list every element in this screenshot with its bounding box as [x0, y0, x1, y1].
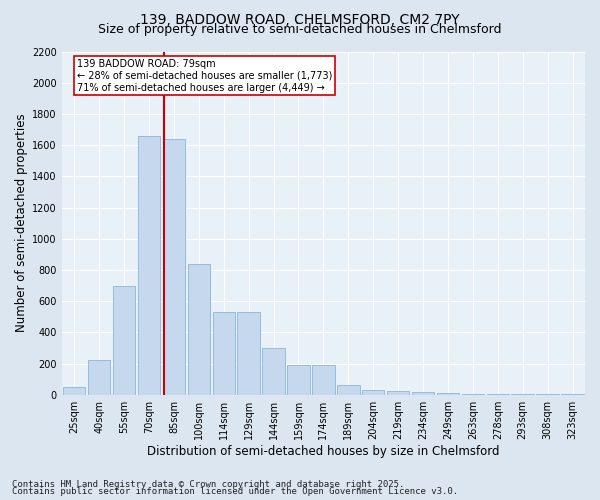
Bar	[63, 387, 85, 394]
Text: Size of property relative to semi-detached houses in Chelmsford: Size of property relative to semi-detach…	[98, 22, 502, 36]
Text: Contains HM Land Registry data © Crown copyright and database right 2025.: Contains HM Land Registry data © Crown c…	[12, 480, 404, 489]
Y-axis label: Number of semi-detached properties: Number of semi-detached properties	[15, 114, 28, 332]
Bar	[238, 312, 260, 394]
Bar	[362, 390, 385, 394]
Bar	[412, 392, 434, 394]
X-axis label: Distribution of semi-detached houses by size in Chelmsford: Distribution of semi-detached houses by …	[147, 444, 500, 458]
Bar	[312, 365, 335, 394]
Bar	[262, 348, 285, 395]
Bar	[212, 312, 235, 394]
Bar	[188, 264, 210, 394]
Bar	[88, 360, 110, 394]
Bar	[287, 365, 310, 394]
Bar	[387, 391, 409, 394]
Bar	[113, 286, 135, 395]
Text: 139, BADDOW ROAD, CHELMSFORD, CM2 7PY: 139, BADDOW ROAD, CHELMSFORD, CM2 7PY	[140, 12, 460, 26]
Text: 139 BADDOW ROAD: 79sqm
← 28% of semi-detached houses are smaller (1,773)
71% of : 139 BADDOW ROAD: 79sqm ← 28% of semi-det…	[77, 60, 332, 92]
Text: Contains public sector information licensed under the Open Government Licence v3: Contains public sector information licen…	[12, 488, 458, 496]
Bar	[163, 139, 185, 394]
Bar	[437, 393, 459, 394]
Bar	[138, 136, 160, 394]
Bar	[337, 386, 359, 394]
